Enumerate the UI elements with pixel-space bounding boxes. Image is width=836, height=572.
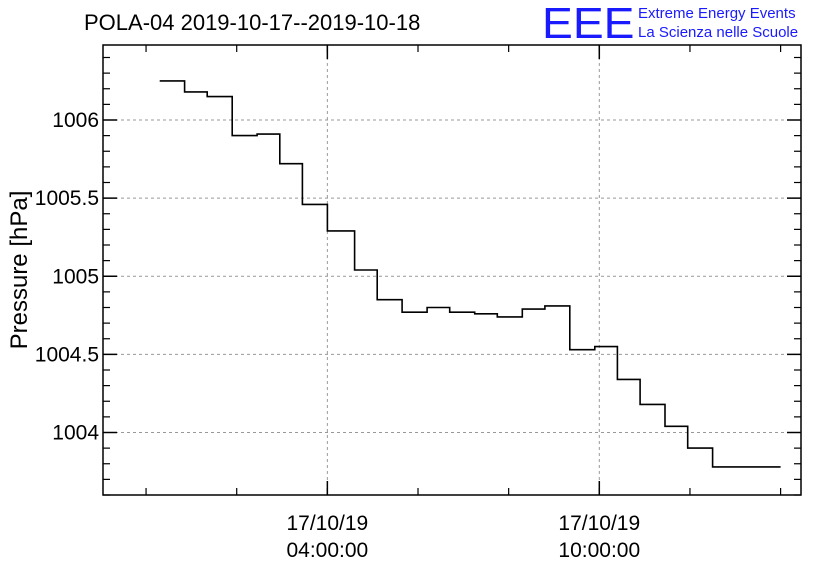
x-tick-label-time: 10:00:00 [558,539,640,562]
y-tick-label: 1004.5 [35,343,99,366]
x-tick-label-time: 04:00:00 [286,539,368,562]
x-tick-label-date: 17/10/19 [286,512,368,535]
logo-line-2: La Scienza nelle Scuole [638,24,799,41]
y-axis-label: Pressure [hPa] [6,191,33,350]
grid-lines [103,45,801,495]
y-tick-label: 1004 [52,422,99,445]
chart-title: POLA-04 2019-10-17--2019-10-18 [84,10,421,35]
series-line [159,80,781,468]
pressure-series [159,80,781,468]
y-tick-label: 1005 [52,265,99,288]
logo-line-1: Extreme Energy Events [638,5,796,22]
tick-labels: 1004 1004.5 1005 1005.5 1006 17/10/19 04:00:00… [35,109,640,562]
axis-ticks [103,45,801,496]
plot-frame [102,44,802,496]
y-tick-label: 1005.5 [35,187,99,210]
logo-caption: Extreme Energy Events La Scienza nelle S… [638,4,798,42]
x-tick-label-date: 17/10/19 [558,512,640,535]
eee-logo: EEE [542,0,635,48]
y-tick-label: 1006 [52,109,99,132]
